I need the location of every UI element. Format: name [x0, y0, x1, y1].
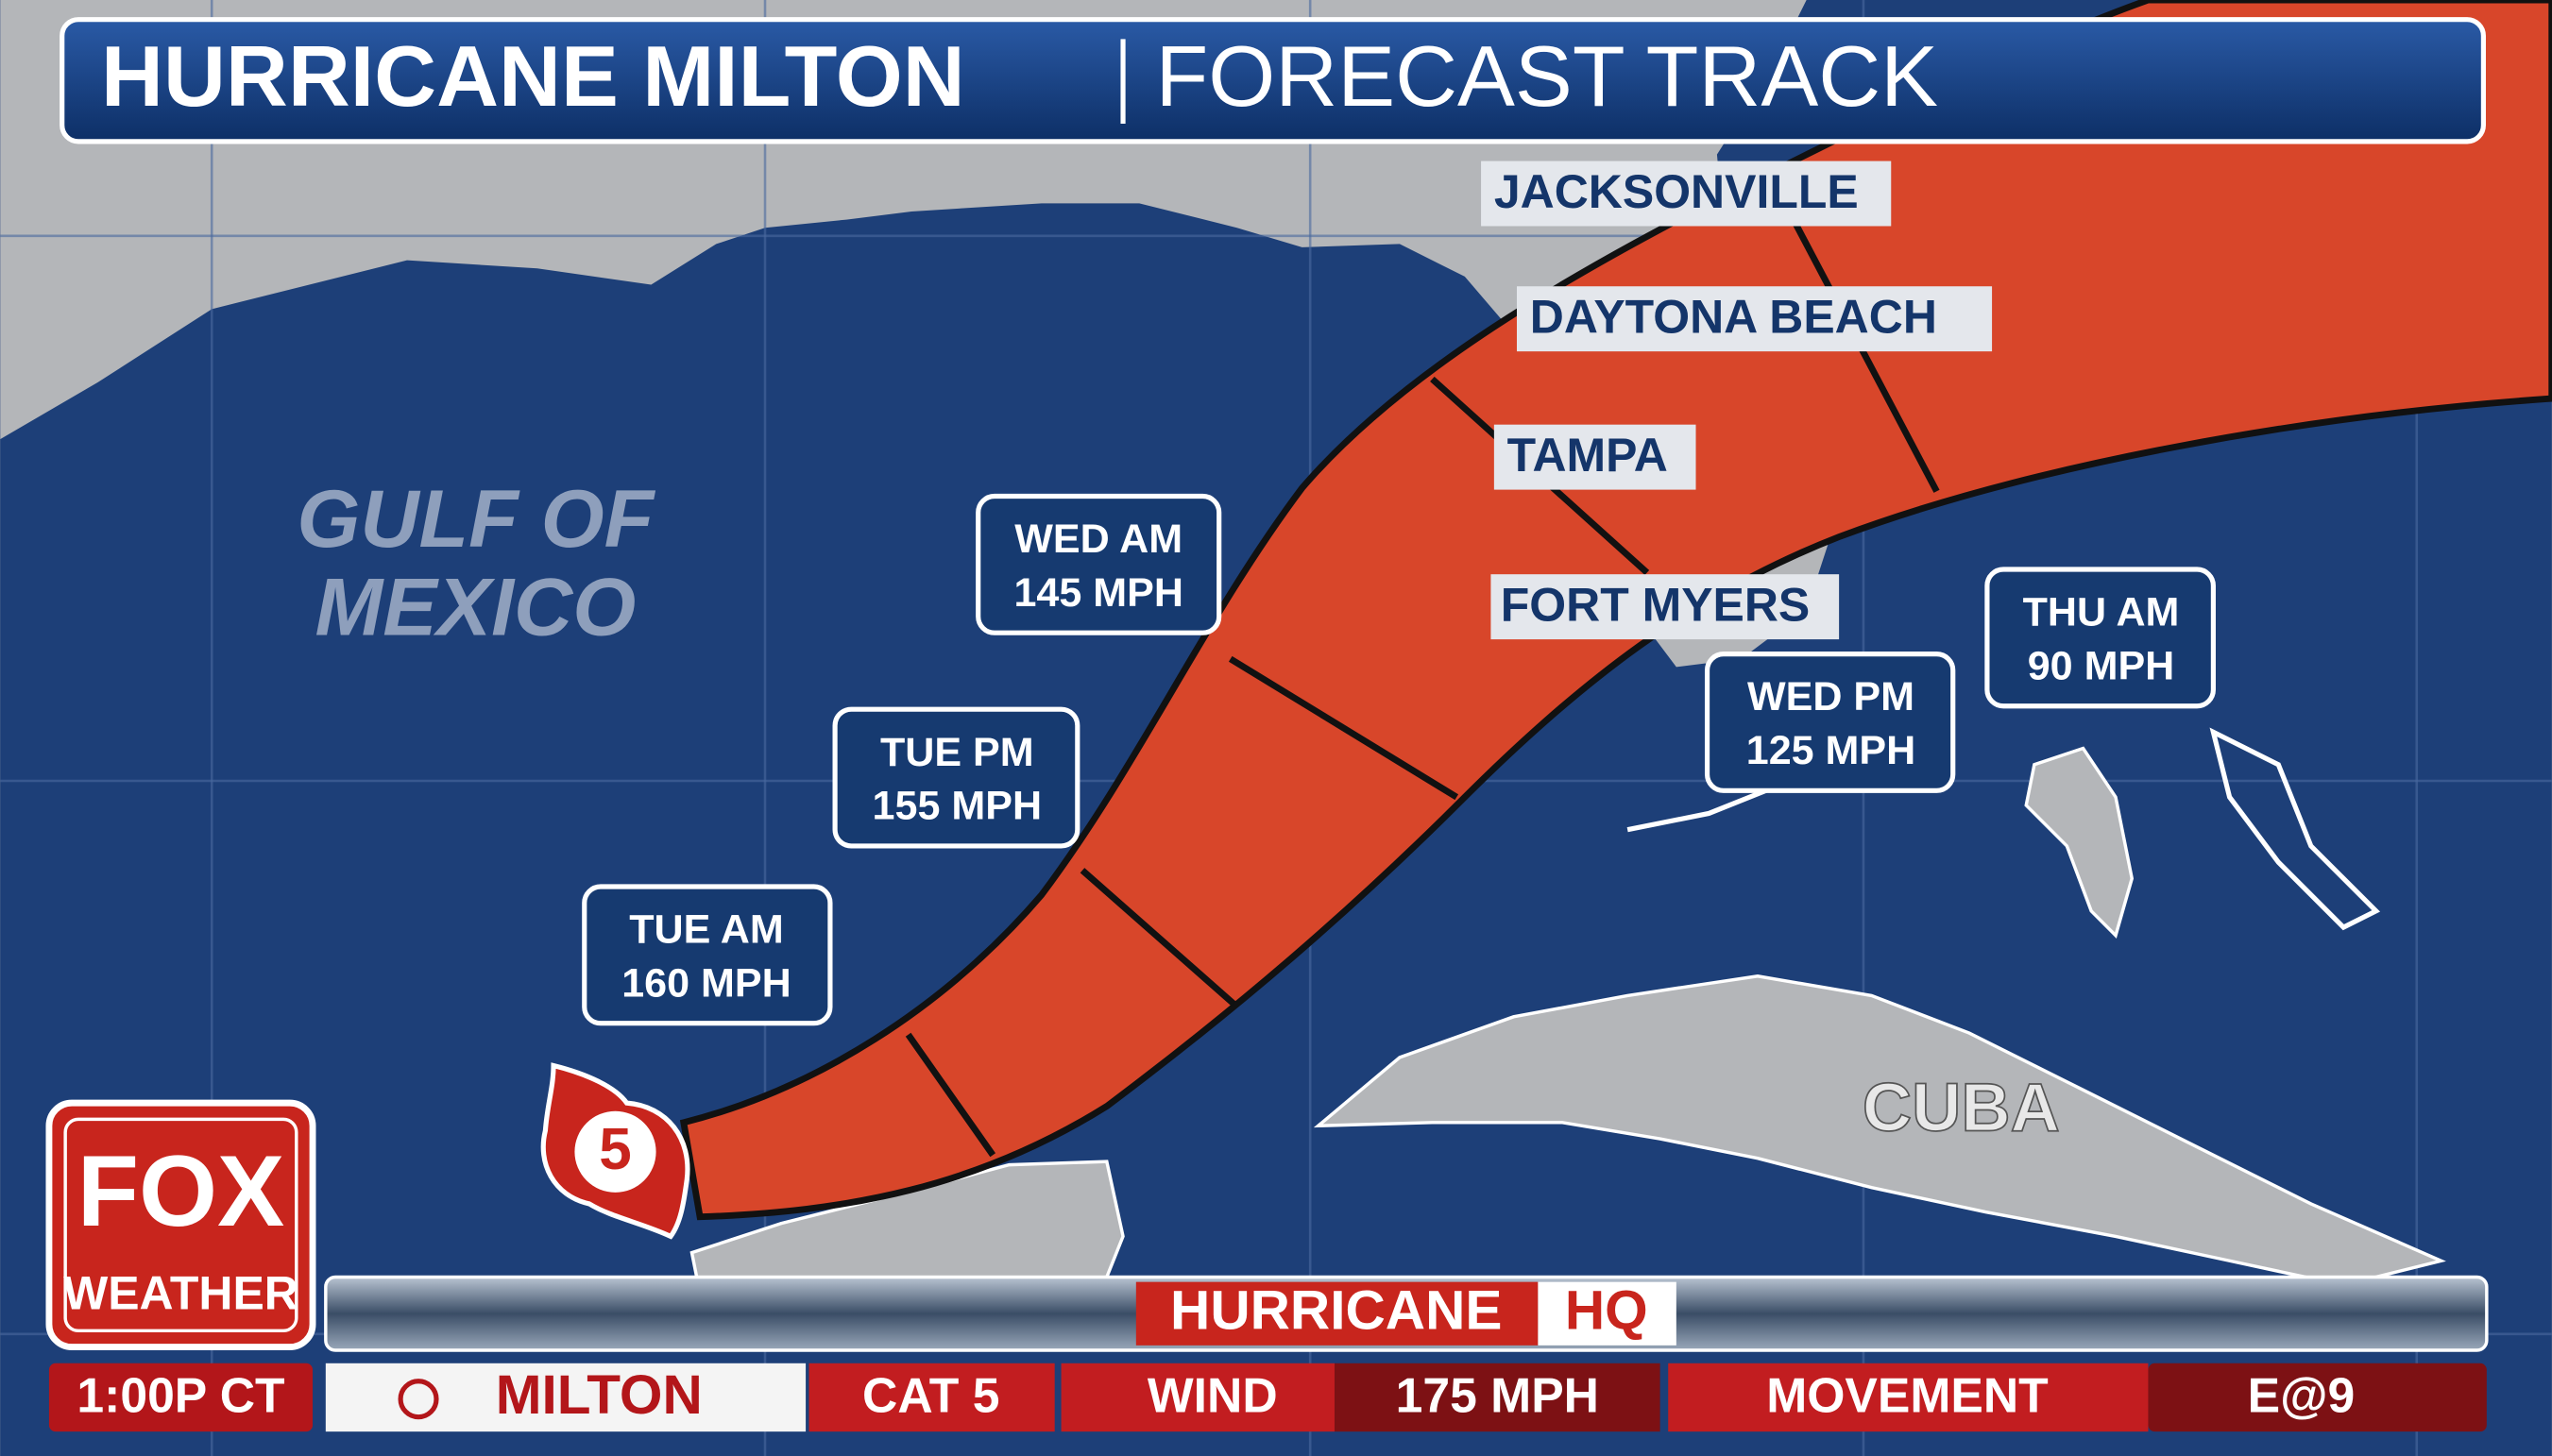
- forecast-time: WED AM: [1014, 516, 1182, 562]
- city-label-box: [1493, 424, 1696, 490]
- header: HURRICANE MILTON FORECAST TRACK: [60, 17, 2486, 144]
- banner-word: HURRICANE: [1170, 1280, 1502, 1342]
- water-label: GULF OF: [297, 474, 655, 565]
- forecast-point: TUE AM 160 MPH: [582, 884, 833, 1026]
- logo-border: [63, 1117, 298, 1333]
- header-subtitle: FORECAST TRACK: [1156, 28, 1939, 125]
- cone-divider: [905, 1032, 996, 1158]
- header-bar: [60, 17, 2486, 144]
- forecast-wind: 125 MPH: [1746, 728, 1916, 773]
- ticker-cell: [1335, 1363, 1660, 1432]
- forecast-point: TUE PM 155 MPH: [832, 706, 1080, 849]
- cone-divider: [1790, 217, 1940, 493]
- city-label: FORT MYERS: [1501, 579, 1810, 632]
- ticker-movement-label: MOVEMENT: [1766, 1367, 2049, 1422]
- forecast-time: TUE PM: [880, 730, 1034, 775]
- forecast-box: [832, 706, 1080, 849]
- city-label: TAMPA: [1507, 429, 1668, 482]
- forecast-box: [582, 884, 833, 1026]
- ticker-cell: [1668, 1363, 2149, 1432]
- cone-divider: [1080, 868, 1236, 1007]
- cuba: [1313, 973, 2446, 1287]
- logo-sub: WEATHER: [63, 1266, 298, 1319]
- banner-suffix: HQ: [1565, 1280, 1648, 1342]
- storm-glyph: [398, 1379, 439, 1420]
- cone-divider: [1228, 655, 1459, 801]
- ticker: 1:00P CT MILTON CAT 5 WIND 175 MPH MOVEM…: [48, 1363, 2487, 1432]
- city-label-box: [1516, 286, 1993, 352]
- forecast-time: THU AM: [2023, 590, 2180, 635]
- ticker-wind: 175 MPH: [1396, 1367, 1599, 1422]
- banner: HURRICANE HQ: [324, 1275, 2489, 1352]
- forecast-box: [976, 493, 1222, 635]
- forecast-point: WED AM 145 MPH: [976, 493, 1222, 635]
- logo-brand: FOX: [77, 1134, 285, 1247]
- forecast-point: THU AM 90 MPH: [1984, 567, 2216, 709]
- ticker-wind-label: WIND: [1148, 1367, 1278, 1422]
- ticker-movement: E@9: [2248, 1367, 2356, 1422]
- bahamas: [2209, 727, 2381, 931]
- logo-box: [45, 1099, 316, 1351]
- logo: FOX WEATHER: [45, 1099, 316, 1351]
- forecast-point: WED PM 125 MPH: [1704, 652, 1956, 793]
- bahamas: [2024, 746, 2135, 939]
- forecast-wind: 145 MPH: [1013, 570, 1183, 616]
- ticker-category: CAT 5: [862, 1367, 999, 1422]
- ticker-cell: [808, 1363, 1055, 1432]
- storm-core: [574, 1110, 656, 1193]
- city-label: JACKSONVILLE: [1494, 165, 1859, 218]
- forecast-wind: 90 MPH: [2028, 643, 2175, 688]
- ticker-cell: [2148, 1363, 2487, 1432]
- ticker-time: 1:00P CT: [77, 1367, 285, 1422]
- forecast-time: TUE AM: [629, 907, 783, 953]
- storm-category: 5: [599, 1117, 632, 1182]
- forecast-box: [1704, 652, 1956, 793]
- banner-word-box: [1135, 1281, 1539, 1346]
- forecast-box: [1984, 567, 2216, 709]
- city-label-box: [1481, 161, 1892, 227]
- storm-icon: 5: [540, 1062, 690, 1240]
- ticker-cell: [325, 1363, 807, 1432]
- banner-suffix-box: [1538, 1281, 1676, 1346]
- ticker-storm: MILTON: [496, 1364, 703, 1426]
- ticker-cell: [48, 1363, 314, 1432]
- city-label: DAYTONA BEACH: [1530, 291, 1937, 344]
- forecast-time: WED PM: [1747, 674, 1914, 720]
- water-label: MEXICO: [315, 562, 636, 652]
- city-label-box: [1490, 574, 1840, 640]
- land-label: CUBA: [1863, 1070, 2060, 1146]
- header-title: HURRICANE MILTON: [101, 28, 965, 125]
- forecast-wind: 160 MPH: [621, 960, 791, 1006]
- forecast-wind: 155 MPH: [873, 784, 1043, 829]
- ticker-cell: [1061, 1363, 1336, 1432]
